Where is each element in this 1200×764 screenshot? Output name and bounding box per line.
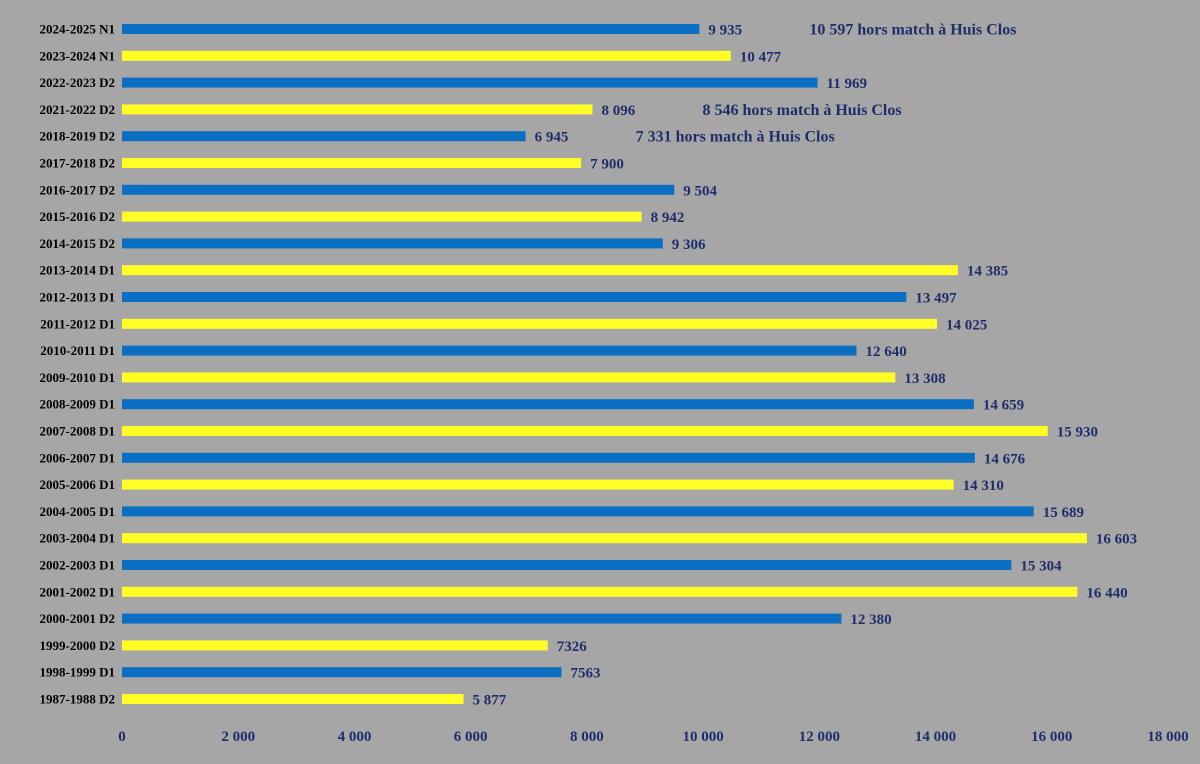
data-label: 8 942 [651, 210, 685, 226]
x-tick-label: 2 000 [221, 729, 255, 745]
category-label: 2024-2025 N1 [40, 22, 115, 37]
category-label: 2021-2022 D2 [40, 102, 115, 117]
data-label: 12 640 [866, 344, 907, 360]
data-label: 14 310 [963, 478, 1004, 494]
data-label: 14 025 [946, 317, 987, 333]
data-label: 7 900 [590, 157, 624, 173]
category-label: 2015-2016 D2 [40, 209, 115, 224]
data-label: 15 930 [1057, 425, 1098, 441]
data-label: 9 504 [683, 183, 717, 199]
bar [122, 560, 1012, 570]
category-label: 1998-1999 D1 [40, 665, 115, 680]
category-label: 2017-2018 D2 [40, 156, 115, 171]
x-tick-label: 12 000 [799, 729, 840, 745]
data-label: 7326 [557, 639, 588, 655]
bar [122, 50, 731, 61]
category-label: 1987-1988 D2 [40, 692, 115, 707]
x-tick-label: 4 000 [338, 729, 372, 745]
category-label: 2018-2019 D2 [40, 129, 115, 144]
x-tick-label: 18 000 [1147, 729, 1188, 745]
x-tick-label: 0 [118, 729, 126, 745]
category-label: 2014-2015 D2 [40, 236, 115, 251]
data-label: 16 440 [1086, 585, 1127, 601]
data-label: 8 096 [601, 103, 635, 119]
category-label: 2004-2005 D1 [40, 504, 115, 519]
bar [122, 292, 907, 302]
category-label: 2001-2002 D1 [40, 584, 115, 599]
bar [122, 238, 663, 249]
bar [122, 211, 642, 222]
category-label: 2009-2010 D1 [40, 370, 115, 385]
x-tick-label: 14 000 [915, 729, 956, 745]
bar [122, 24, 700, 34]
data-label: 13 308 [904, 371, 945, 387]
data-label: 13 497 [915, 291, 957, 307]
category-label: 2016-2017 D2 [40, 182, 115, 197]
bar [122, 586, 1078, 597]
data-label: 15 304 [1020, 559, 1062, 575]
category-label: 1999-2000 D2 [40, 638, 115, 653]
category-label: 2008-2009 D1 [40, 397, 115, 412]
category-label: 2000-2001 D2 [40, 611, 115, 626]
category-label: 2006-2007 D1 [40, 450, 115, 465]
bar [122, 694, 464, 704]
data-label: 5 877 [473, 693, 507, 709]
data-label: 9 306 [672, 237, 706, 253]
category-label: 2011-2012 D1 [40, 316, 115, 331]
category-label: 2003-2004 D1 [40, 531, 115, 546]
bar [122, 345, 857, 356]
annotation-label: 8 546 hors match à Huis Clos [702, 102, 901, 119]
data-label: 16 603 [1096, 532, 1137, 548]
bar [122, 426, 1048, 436]
bar [122, 667, 562, 678]
x-tick-label: 6 000 [454, 729, 488, 745]
bar [122, 104, 593, 115]
bar [122, 613, 842, 624]
category-label: 2005-2006 D1 [40, 477, 115, 492]
category-label: 2007-2008 D1 [40, 424, 115, 439]
bar [122, 640, 548, 651]
bar [122, 479, 954, 490]
bar [122, 77, 818, 88]
bar [122, 372, 896, 383]
bar [122, 506, 1034, 517]
data-label: 10 477 [740, 49, 782, 65]
data-label: 14 385 [967, 264, 1008, 280]
category-label: 2013-2014 D1 [40, 263, 115, 278]
category-label: 2012-2013 D1 [40, 290, 115, 305]
data-label: 12 380 [850, 612, 891, 628]
annotation-label: 7 331 hors match à Huis Clos [636, 129, 835, 146]
bar [122, 318, 938, 329]
x-tick-label: 16 000 [1031, 729, 1072, 745]
category-label: 2022-2023 D2 [40, 75, 115, 90]
bar [122, 131, 526, 142]
x-tick-label: 10 000 [682, 729, 723, 745]
bar [122, 399, 974, 410]
data-label: 15 689 [1043, 505, 1084, 521]
x-tick-label: 8 000 [570, 729, 604, 745]
data-label: 9 935 [708, 23, 742, 39]
data-label: 7563 [570, 666, 600, 682]
bar [122, 452, 975, 463]
data-label: 11 969 [827, 76, 867, 92]
data-label: 14 659 [983, 398, 1024, 414]
bar [122, 265, 958, 276]
annotation-label: 10 597 hors match à Huis Clos [809, 22, 1016, 39]
bar [122, 184, 675, 195]
data-label: 6 945 [535, 130, 569, 146]
data-label: 14 676 [984, 451, 1026, 467]
bar [122, 158, 582, 168]
category-label: 2002-2003 D1 [40, 558, 115, 573]
category-label: 2023-2024 N1 [40, 48, 115, 63]
bar [122, 533, 1087, 544]
category-label: 2010-2011 D1 [40, 343, 115, 358]
